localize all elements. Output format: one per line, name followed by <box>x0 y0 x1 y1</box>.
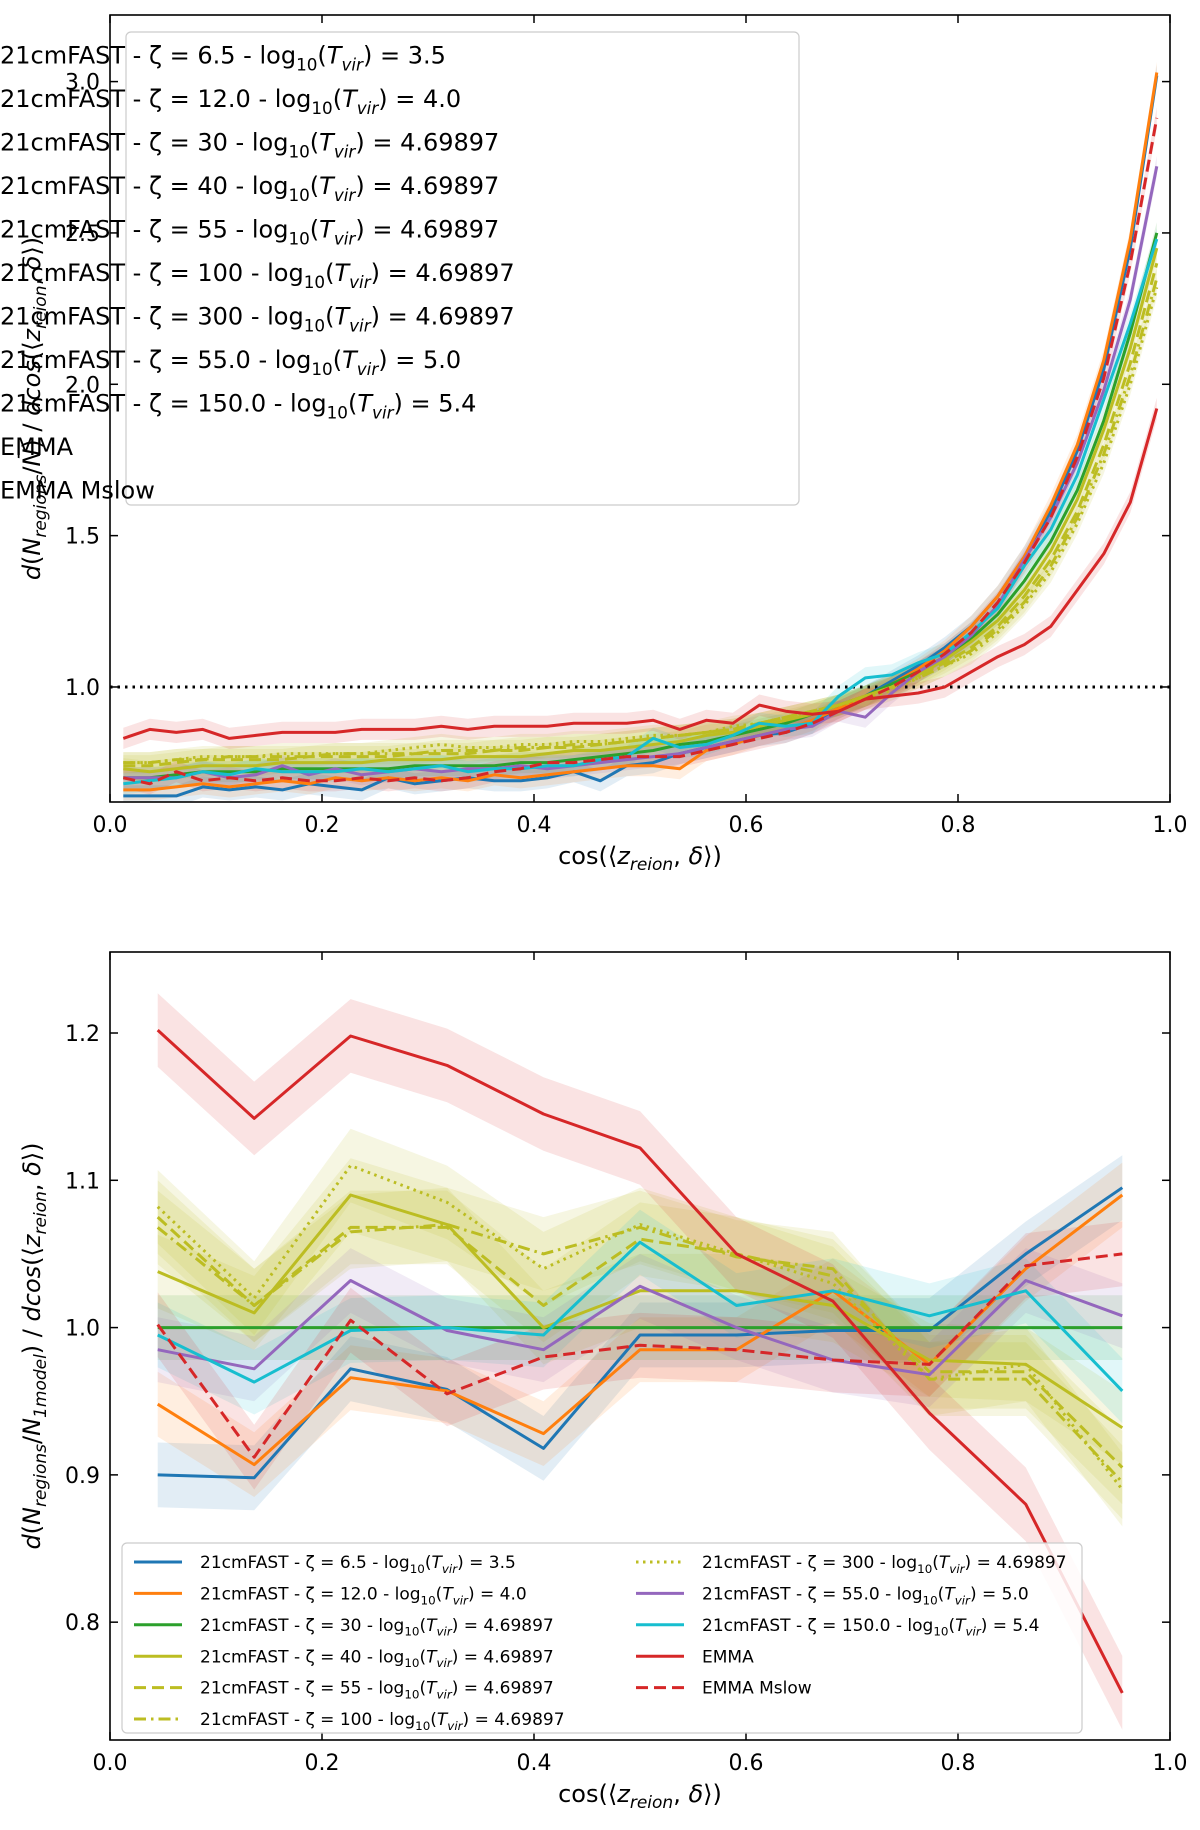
y-tick-label: 0.9 <box>65 1464 100 1489</box>
y-tick-label: 1.2 <box>65 1022 100 1047</box>
legend-label: 21cmFAST - ζ = 55.0 - log10(Tvir) = 5.0 <box>702 1585 1029 1608</box>
band-21cmfast-6-5-log10-tvir-3-5 <box>157 1155 1123 1511</box>
band-21cmfast-300-log10-tvir-4-69897 <box>157 1128 1123 1527</box>
legend-label: 21cmFAST - ζ = 55 - log10(Tvir) = 4.6989… <box>200 1679 554 1702</box>
legend-label: 21cmFAST - ζ = 12.0 - log10(Tvir) = 4.0 <box>0 85 461 118</box>
series-line-21cmfast-300-log10-tvir-4-69897 <box>123 287 1159 765</box>
legend-label: 21cmFAST - ζ = 55 - log10(Tvir) = 4.6989… <box>0 216 499 249</box>
legend-label: EMMA Mslow <box>702 1679 812 1699</box>
legend-label: EMMA Mslow <box>0 477 155 505</box>
series-line-21cmfast-300-log10-tvir-4-69897 <box>156 1164 1124 1491</box>
legend-label: 21cmFAST - ζ = 150.0 - log10(Tvir) = 5.4 <box>702 1616 1039 1639</box>
y-axis-label: d(Nregions/N1model) / dcos(⟨zreion, δ⟩) <box>18 1142 51 1549</box>
x-tick-label: 0.6 <box>729 813 764 838</box>
x-tick-label: 1.0 <box>1153 813 1188 838</box>
series-line-emma <box>122 408 1159 740</box>
y-tick-label: 2.5 <box>65 222 100 247</box>
legend-box <box>121 1542 1083 1734</box>
band-21cmfast-40-log10-tvir-4-69897 <box>157 1158 1123 1465</box>
x-axis-label: cos(⟨zreion, δ⟩) <box>558 1780 722 1813</box>
x-tick-label: 0.8 <box>941 813 976 838</box>
legend-label: 21cmFAST - ζ = 150.0 - log10(Tvir) = 5.4 <box>0 390 476 423</box>
band-emma <box>157 993 1123 1730</box>
series-line-21cmfast-12-0-log10-tvir-4-0 <box>156 1193 1124 1467</box>
legend-label: 21cmFAST - ζ = 40 - log10(Tvir) = 4.6989… <box>0 172 499 205</box>
x-tick-label: 0.6 <box>729 1751 764 1776</box>
series-line-21cmfast-55-log10-tvir-4-69897 <box>156 1215 1124 1469</box>
y-tick-label: 1.0 <box>65 1317 100 1342</box>
y-tick-label: 0.8 <box>65 1611 100 1636</box>
legend-label: 21cmFAST - ζ = 55.0 - log10(Tvir) = 5.0 <box>0 346 461 379</box>
series-line-emma <box>156 1028 1124 1694</box>
x-tick-label: 0.2 <box>305 813 340 838</box>
legend-label: EMMA <box>0 433 74 461</box>
plot-area <box>156 993 1124 1730</box>
legend-label: 21cmFAST - ζ = 30 - log10(Tvir) = 4.6989… <box>200 1616 554 1639</box>
upper-chart: 0.0 0.2 0.4 0.6 0.8 1.0 1.0 1.5 2.0 2.5 3.0 cos(⟨zr… <box>0 14 1188 875</box>
legend-label: 21cmFAST - ζ = 6.5 - log10(Tvir) = 3.5 <box>0 42 446 75</box>
y-tick-label: 1.1 <box>65 1169 100 1194</box>
legend-label: 21cmFAST - ζ = 100 - log10(Tvir) = 4.698… <box>0 259 515 292</box>
axes-frame <box>109 951 1171 1741</box>
band-21cmfast-55-log10-tvir-4-69897 <box>157 1180 1123 1505</box>
y-tick-label: 1.0 <box>65 676 100 701</box>
legend-label: EMMA <box>702 1647 754 1667</box>
legend-box <box>125 31 800 506</box>
band-21cmfast-100-log10-tvir-4-69897 <box>157 1187 1123 1520</box>
series-line-21cmfast-55-0-log10-tvir-5-0 <box>157 1279 1123 1377</box>
legend-label: 21cmFAST - ζ = 6.5 - log10(Tvir) = 3.5 <box>200 1553 516 1576</box>
series-line-emma-mslow <box>156 1252 1123 1459</box>
series-line-21cmfast-40-log10-tvir-4-69897 <box>157 1193 1124 1429</box>
legend-label: 21cmFAST - ζ = 100 - log10(Tvir) = 4.698… <box>200 1710 565 1733</box>
y-tick-label: 3.0 <box>65 71 100 96</box>
x-tick-label: 0.8 <box>941 1751 976 1776</box>
series-line-emma-mslow <box>122 117 1159 786</box>
series-line-21cmfast-12-0-log10-tvir-4-0 <box>123 72 1159 792</box>
series-line-21cmfast-150-0-log10-tvir-5-4 <box>157 1240 1124 1392</box>
legend: 21cmFAST - ζ = 6.5 - log10(Tvir) = 3.5 21… <box>0 31 800 506</box>
band-emma-mslow <box>157 1221 1123 1490</box>
x-tick-label: 0.0 <box>93 1751 128 1776</box>
y-axis-label: d(Nregions/N̄) / dcos(⟨zreion, δ⟩) <box>17 237 51 580</box>
y-tick-label: 1.5 <box>65 525 100 550</box>
y-tick-label: 2.0 <box>65 373 100 398</box>
series-line-21cmfast-100-log10-tvir-4-69897 <box>123 277 1159 765</box>
series-line-21cmfast-100-log10-tvir-4-69897 <box>156 1223 1124 1484</box>
axes-frame <box>109 14 1171 803</box>
x-tick-label: 0.2 <box>305 1751 340 1776</box>
legend-label: 21cmFAST - ζ = 30 - log10(Tvir) = 4.6989… <box>0 129 499 162</box>
lower-chart: 0.0 0.2 0.4 0.6 0.8 1.0 0.8 0.9 1.0 1.1 1.2 cos(⟨zr… <box>18 951 1188 1813</box>
legend-label: 21cmFAST - ζ = 300 - log10(Tvir) = 4.698… <box>702 1553 1067 1576</box>
legend: 21cmFAST - ζ = 6.5 - log10(Tvir) = 3.5 21… <box>121 1542 1083 1734</box>
series-line-21cmfast-150-0-log10-tvir-5-4 <box>123 238 1159 786</box>
legend-label: 21cmFAST - ζ = 40 - log10(Tvir) = 4.6989… <box>200 1647 554 1670</box>
x-tick-label: 1.0 <box>1153 1751 1188 1776</box>
legend-label: 21cmFAST - ζ = 12.0 - log10(Tvir) = 4.0 <box>200 1585 527 1608</box>
x-tick-label: 0.4 <box>517 1751 552 1776</box>
legend-label: 21cmFAST - ζ = 300 - log10(Tvir) = 4.698… <box>0 303 515 336</box>
x-tick-label: 0.0 <box>93 813 128 838</box>
band-21cmfast-12-0-log10-tvir-4-0 <box>157 1162 1123 1497</box>
x-axis-label: cos(⟨zreion, δ⟩) <box>558 842 722 875</box>
plot-area <box>110 61 1170 802</box>
x-tick-label: 0.4 <box>517 813 552 838</box>
